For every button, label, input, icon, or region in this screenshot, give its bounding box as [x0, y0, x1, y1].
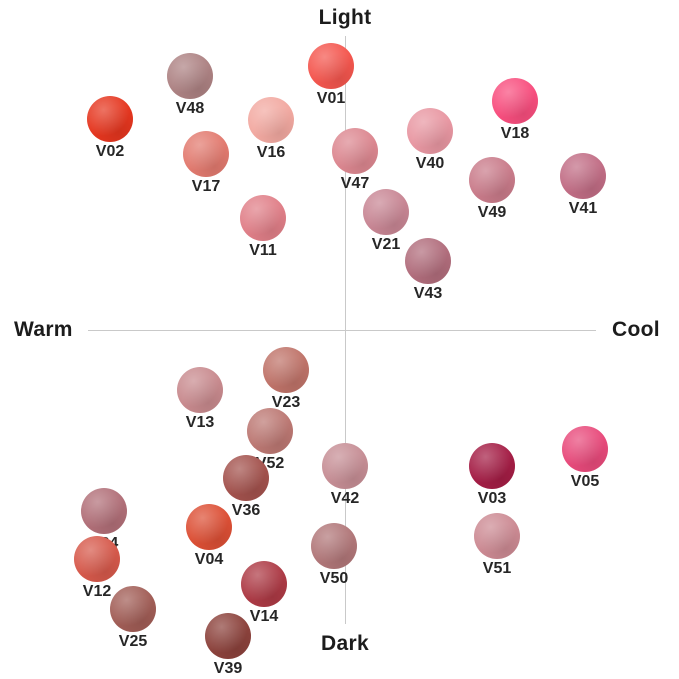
shade-label: V05	[570, 473, 600, 490]
shade-point-v03: V03	[469, 443, 515, 507]
shade-label: V25	[118, 633, 148, 650]
shade-point-v11: V11	[240, 195, 286, 259]
shade-swatch	[363, 189, 409, 235]
axis-label-warm: Warm	[14, 318, 73, 341]
shade-point-v18: V18	[492, 78, 538, 142]
shade-point-v13: V13	[177, 367, 223, 431]
shade-swatch	[308, 43, 354, 89]
axis-label-cool: Cool	[612, 318, 660, 341]
shade-point-v01: V01	[308, 43, 354, 107]
shade-point-v05: V05	[562, 426, 608, 490]
shade-point-v39: V39	[205, 613, 251, 677]
shade-label: V40	[415, 155, 445, 172]
shade-swatch	[474, 513, 520, 559]
shade-swatch	[241, 561, 287, 607]
shade-swatch	[183, 131, 229, 177]
shade-point-v21: V21	[363, 189, 409, 253]
shade-label: V13	[185, 414, 215, 431]
shade-point-v17: V17	[183, 131, 229, 195]
shade-swatch	[248, 97, 294, 143]
shade-swatch	[562, 426, 608, 472]
shade-swatch	[311, 523, 357, 569]
shade-swatch	[322, 443, 368, 489]
axis-label-dark: Dark	[321, 632, 369, 655]
shade-label: V48	[175, 100, 205, 117]
shade-label: V39	[213, 660, 243, 677]
shade-swatch	[240, 195, 286, 241]
shade-point-v24: V24	[81, 488, 127, 552]
horizontal-axis-line	[88, 330, 596, 331]
shade-label: V42	[330, 490, 360, 507]
shade-swatch	[263, 347, 309, 393]
shade-point-v43: V43	[405, 238, 451, 302]
shade-label: V03	[477, 490, 507, 507]
shade-swatch	[469, 157, 515, 203]
vertical-axis-line	[345, 36, 346, 624]
shade-label: V16	[256, 144, 286, 161]
shade-point-v12: V12	[74, 536, 120, 600]
shade-swatch	[560, 153, 606, 199]
shade-swatch	[469, 443, 515, 489]
shade-point-v36: V36	[223, 455, 269, 519]
shade-swatch	[177, 367, 223, 413]
shade-swatch	[332, 128, 378, 174]
shade-point-v14: V14	[241, 561, 287, 625]
shade-swatch	[247, 408, 293, 454]
shade-swatch	[405, 238, 451, 284]
shade-point-v51: V51	[474, 513, 520, 577]
shade-label: V04	[194, 551, 224, 568]
shade-label: V51	[482, 560, 512, 577]
shade-label: V43	[413, 285, 443, 302]
shade-swatch	[81, 488, 127, 534]
shade-swatch	[407, 108, 453, 154]
shade-label: V14	[249, 608, 279, 625]
shade-label: V17	[191, 178, 221, 195]
shade-point-v47: V47	[332, 128, 378, 192]
shade-swatch	[492, 78, 538, 124]
shade-label: V49	[477, 204, 507, 221]
shade-label: V36	[231, 502, 261, 519]
shade-label: V18	[500, 125, 530, 142]
shade-point-v50: V50	[311, 523, 357, 587]
shade-label: V41	[568, 200, 598, 217]
axis-label-light: Light	[318, 6, 372, 29]
shade-point-v52: V52	[247, 408, 293, 472]
shade-swatch	[167, 53, 213, 99]
shade-label: V01	[316, 90, 346, 107]
shade-label: V11	[249, 242, 277, 259]
shade-point-v23: V23	[263, 347, 309, 411]
shade-point-v25: V25	[110, 586, 156, 650]
shade-label: V50	[319, 570, 349, 587]
shade-swatch	[87, 96, 133, 142]
shade-swatch	[186, 504, 232, 550]
shade-label: V47	[340, 175, 370, 192]
shade-point-v40: V40	[407, 108, 453, 172]
shade-swatch	[110, 586, 156, 632]
shade-label: V21	[371, 236, 401, 253]
shade-swatch	[205, 613, 251, 659]
shade-point-v49: V49	[469, 157, 515, 221]
shade-label: V23	[271, 394, 301, 411]
shade-point-v41: V41	[560, 153, 606, 217]
shade-label: V02	[95, 143, 125, 160]
shade-point-v04: V04	[186, 504, 232, 568]
shade-label: V12	[82, 583, 112, 600]
shade-point-v48: V48	[167, 53, 213, 117]
shade-point-v02: V02	[87, 96, 133, 160]
shade-point-v16: V16	[248, 97, 294, 161]
shade-point-v42: V42	[322, 443, 368, 507]
shade-swatch	[223, 455, 269, 501]
shade-swatch	[74, 536, 120, 582]
